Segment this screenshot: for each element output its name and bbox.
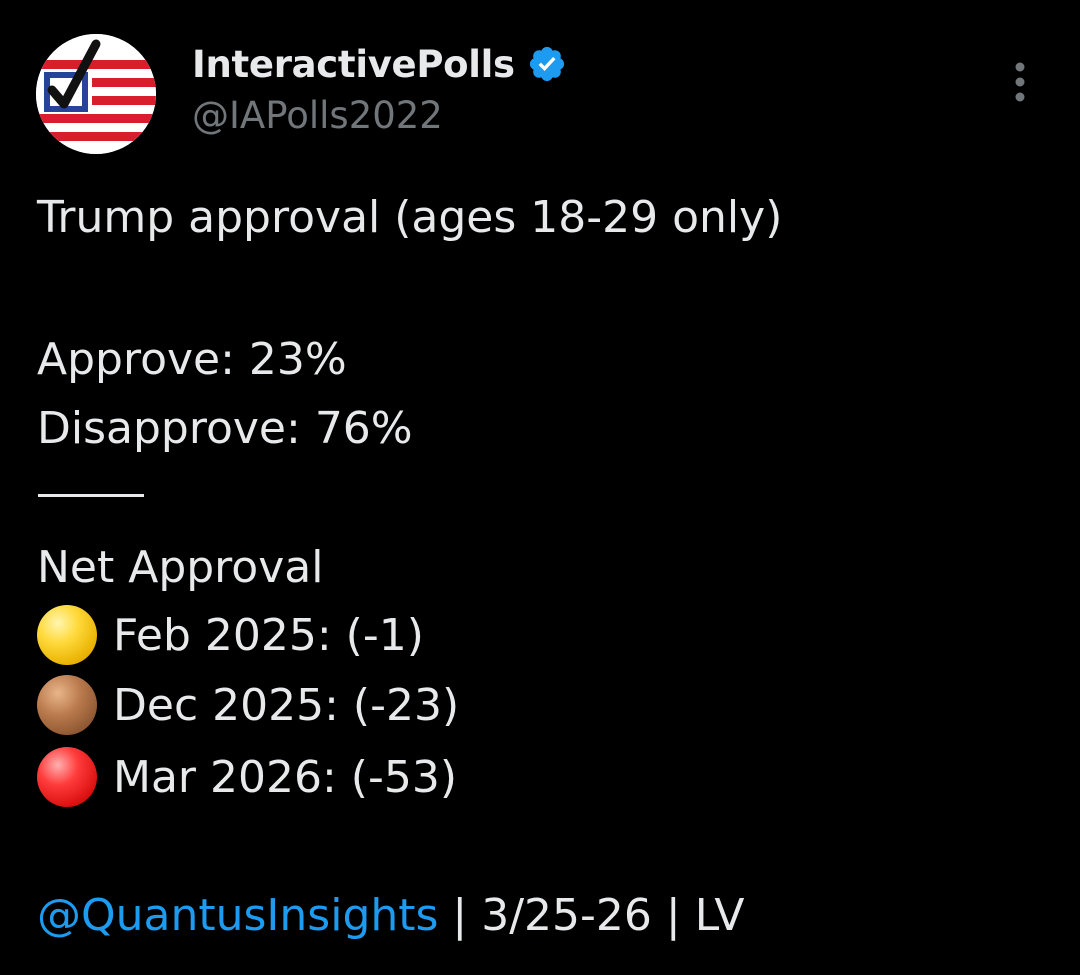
net-item-mar-2026: Mar 2026: (-53) — [37, 746, 457, 808]
author-name-row: InteractivePolls — [192, 38, 567, 90]
net-item-dec-2025: Dec 2025: (-23) — [37, 674, 459, 736]
net-item-feb-2025: Feb 2025: (-1) — [37, 604, 424, 666]
net-item-label: Dec 2025: (-23) — [113, 679, 460, 731]
yellow-circle-icon — [37, 605, 97, 665]
red-circle-icon — [37, 747, 97, 807]
display-name[interactable]: InteractivePolls — [192, 42, 515, 86]
verified-check-icon[interactable] — [527, 44, 567, 84]
mention-link[interactable]: @QuantusInsights — [37, 890, 439, 941]
net-item-label: Feb 2025: (-1) — [113, 609, 424, 661]
author-handle[interactable]: @IAPolls2022 — [192, 94, 443, 137]
post-source-line: @QuantusInsights | 3/25-26 | LV — [37, 890, 744, 943]
disapprove-text: Disapprove: 76% — [37, 403, 413, 454]
checkbox-flag-logo-icon — [36, 34, 156, 154]
brown-circle-icon — [37, 675, 97, 735]
approve-text: Approve: 23% — [37, 334, 347, 385]
more-vertical-icon — [1015, 62, 1025, 102]
divider — [38, 494, 144, 497]
avatar[interactable] — [36, 34, 156, 154]
source-details: | 3/25-26 | LV — [438, 890, 745, 941]
post-title: Trump approval (ages 18-29 only) — [37, 192, 783, 243]
more-options-button[interactable] — [1000, 60, 1040, 106]
net-item-label: Mar 2026: (-53) — [113, 751, 457, 803]
net-approval-heading: Net Approval — [37, 542, 324, 593]
